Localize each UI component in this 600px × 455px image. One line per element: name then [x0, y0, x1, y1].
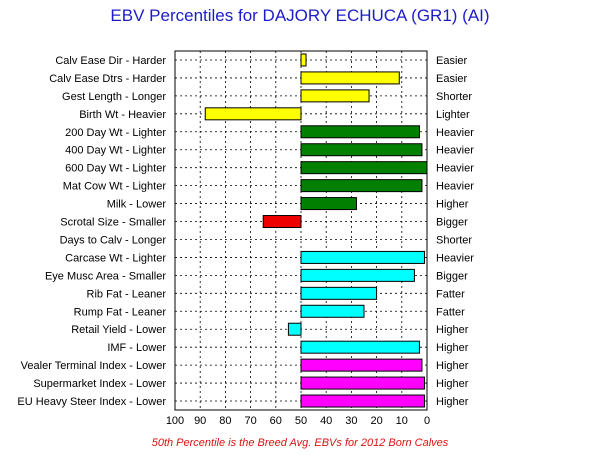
- trait-left-label: 600 Day Wt - Lighter: [65, 163, 166, 175]
- x-tick-label: 40: [320, 415, 332, 427]
- trait-right-label: Bigger: [436, 217, 468, 229]
- trait-right-label: Heavier: [436, 181, 474, 193]
- trait-bar: [300, 71, 400, 85]
- x-tick-label: 80: [219, 415, 231, 427]
- trait-right-label: Higher: [436, 342, 469, 354]
- x-tick-label: 90: [194, 415, 206, 427]
- trait-right-label: Heavier: [436, 252, 474, 264]
- trait-left-label: Eye Musc Area - Smaller: [45, 270, 166, 282]
- trait-right-label: Shorter: [436, 91, 472, 103]
- trait-left-label: Retail Yield - Lower: [71, 324, 166, 336]
- plot-frame: [174, 50, 428, 411]
- trait-bar: [300, 376, 425, 390]
- trait-left-label: Carcase Wt - Lighter: [65, 252, 166, 264]
- x-tick-label: 20: [370, 415, 382, 427]
- trait-right-label: Higher: [436, 199, 469, 211]
- label-layer: Calv Ease Dir - Harder Easier Calv Ease Dt…: [17, 55, 474, 408]
- trait-right-label: Higher: [436, 378, 469, 390]
- trait-left-label: EU Heavy Steer Index - Lower: [17, 396, 166, 408]
- trait-left-label: Calv Ease Dir - Harder: [55, 55, 166, 67]
- trait-bar: [300, 340, 420, 354]
- footnote: 50th Percentile is the Breed Avg. EBVs f…: [151, 437, 449, 449]
- bar-layer: [204, 53, 428, 408]
- trait-bar: [300, 125, 420, 139]
- trait-left-label: Gest Length - Longer: [62, 91, 166, 103]
- trait-bar: [300, 53, 307, 67]
- trait-right-label: Higher: [436, 360, 469, 372]
- trait-left-label: IMF - Lower: [107, 342, 166, 354]
- trait-bar: [300, 179, 423, 193]
- trait-bar: [300, 268, 415, 282]
- trait-right-label: Higher: [436, 396, 469, 408]
- trait-bar: [300, 143, 423, 157]
- trait-bar: [300, 161, 428, 175]
- trait-bar: [287, 322, 302, 336]
- trait-left-label: 200 Day Wt - Lighter: [65, 127, 166, 139]
- trait-bar: [300, 89, 370, 103]
- trait-right-label: Fatter: [436, 306, 465, 318]
- trait-left-label: Rump Fat - Leaner: [74, 306, 167, 318]
- x-tick-label: 70: [244, 415, 256, 427]
- trait-right-label: Easier: [436, 73, 468, 85]
- chart-title: EBV Percentiles for DAJORY ECHUCA (GR1) …: [110, 6, 490, 25]
- trait-left-label: Supermarket Index - Lower: [33, 378, 166, 390]
- trait-left-label: Vealer Terminal Index - Lower: [21, 360, 167, 372]
- trait-right-label: Lighter: [436, 109, 470, 121]
- trait-left-label: Mat Cow Wt - Lighter: [63, 181, 167, 193]
- x-tick-label: 100: [166, 415, 184, 427]
- trait-left-label: Birth Wt - Heavier: [79, 109, 166, 121]
- trait-right-label: Heavier: [436, 127, 474, 139]
- trait-right-label: Heavier: [436, 145, 474, 157]
- trait-right-label: Bigger: [436, 270, 468, 282]
- trait-right-label: Higher: [436, 324, 469, 336]
- trait-left-label: Milk - Lower: [107, 199, 167, 211]
- trait-left-label: Days to Calv - Longer: [60, 234, 167, 246]
- trait-left-label: Calv Ease Dtrs - Harder: [49, 73, 166, 85]
- trait-bar: [300, 250, 425, 264]
- trait-bar: [300, 286, 378, 300]
- trait-bar: [300, 304, 365, 318]
- trait-right-label: Easier: [436, 55, 468, 67]
- x-tick-label: 50: [295, 415, 307, 427]
- tick-layer: 100 90 80 70 60 50 40 30 20 10 0: [166, 415, 430, 427]
- x-tick-label: 30: [345, 415, 357, 427]
- x-tick-label: 10: [396, 415, 408, 427]
- x-tick-label: 60: [270, 415, 282, 427]
- trait-bar: [300, 358, 423, 372]
- trait-left-label: Scrotal Size - Smaller: [60, 217, 166, 229]
- grid-layer: [174, 51, 428, 410]
- trait-bar: [204, 107, 302, 121]
- trait-left-label: 400 Day Wt - Lighter: [65, 145, 166, 157]
- trait-right-label: Fatter: [436, 288, 465, 300]
- trait-bar: [300, 394, 425, 408]
- trait-bar: [300, 197, 357, 211]
- x-tick-label: 0: [424, 415, 430, 427]
- trait-left-label: Rib Fat - Leaner: [87, 288, 167, 300]
- trait-bar: [262, 215, 302, 229]
- trait-right-label: Heavier: [436, 163, 474, 175]
- trait-right-label: Shorter: [436, 234, 472, 246]
